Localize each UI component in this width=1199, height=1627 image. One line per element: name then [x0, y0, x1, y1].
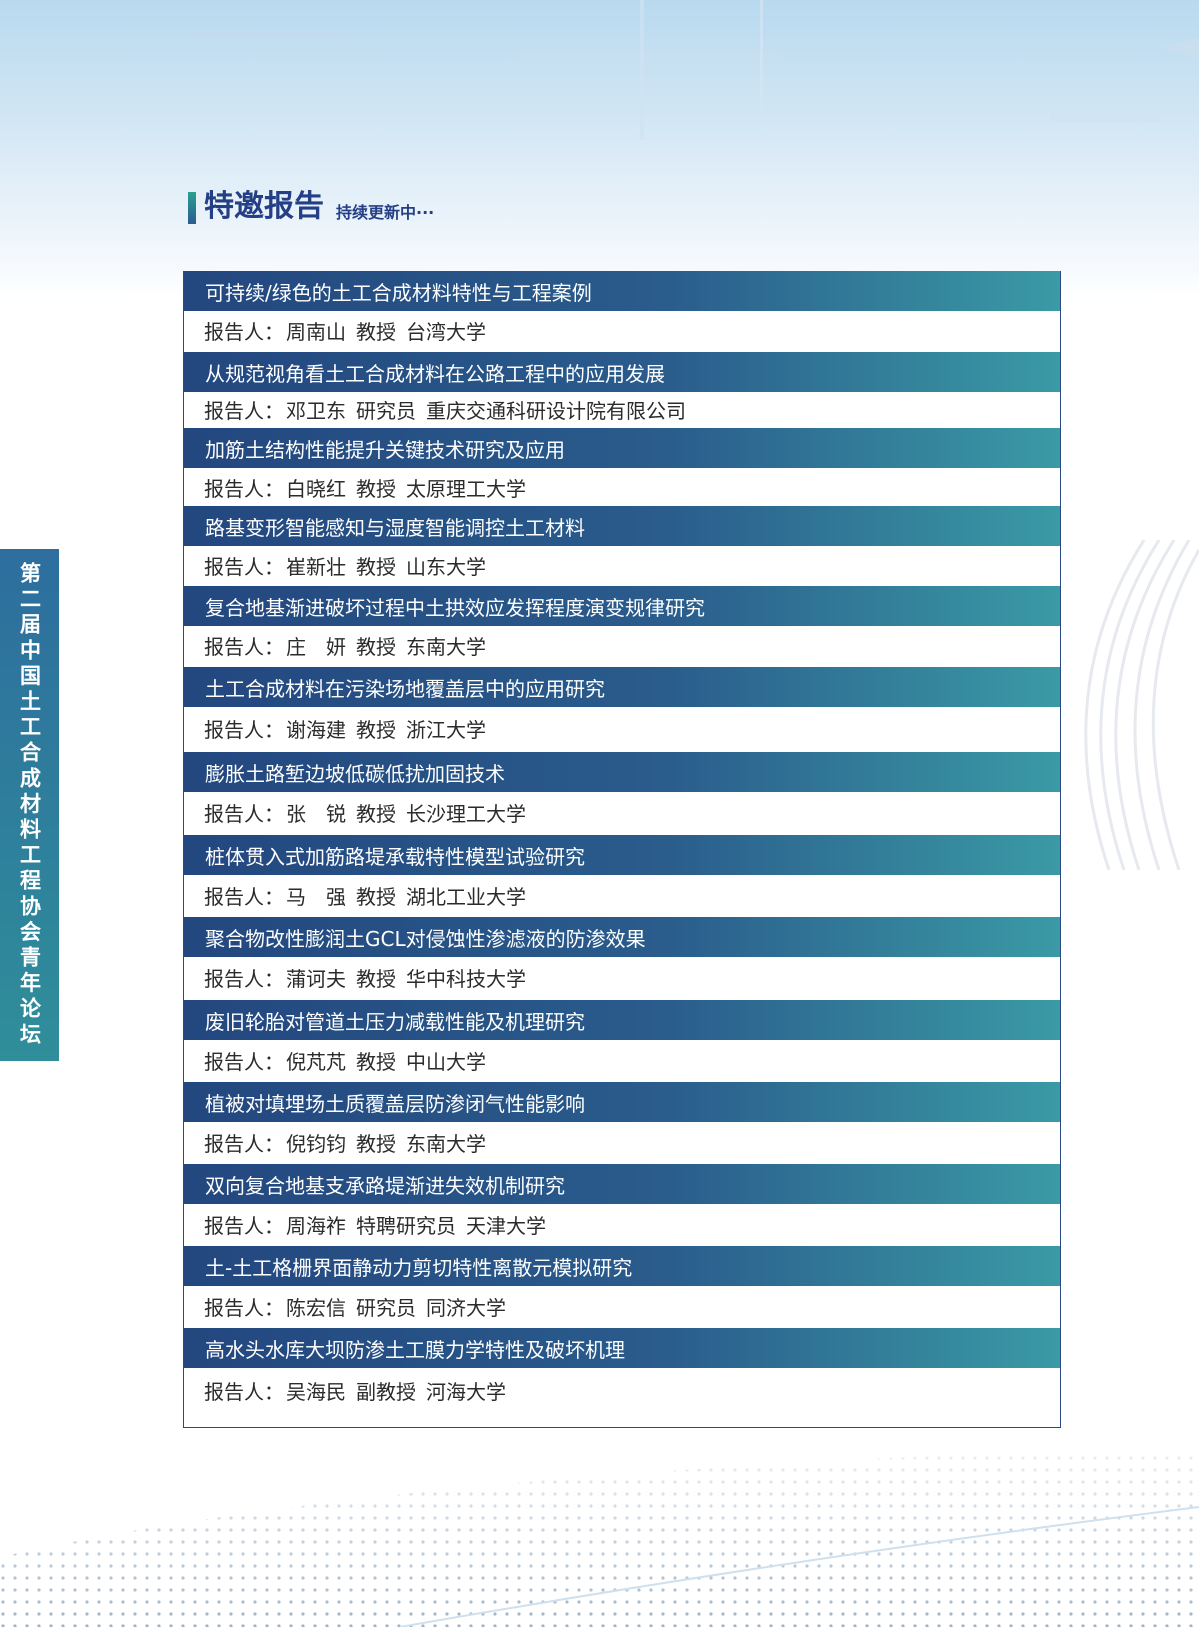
speaker-label: 报告人： [204, 802, 284, 826]
speaker-name: 白晓红 [286, 476, 346, 501]
speaker-name: 谢海建 [286, 718, 346, 742]
speaker-label: 报告人： [204, 476, 284, 501]
speaker-organization: 浙江大学 [406, 718, 486, 742]
report-title-row: 可持续/绿色的土工合成材料特性与工程案例 [184, 271, 1060, 311]
speaker-label: 报告人： [204, 399, 284, 423]
report-title-row: 加筋土结构性能提升关键技术研究及应用 [184, 428, 1060, 468]
speaker-position: 教授 [356, 554, 396, 579]
section-title: 特邀报告 [204, 189, 324, 224]
report-speaker-row: 报告人： 陈宏信 研究员 同济大学 [184, 1286, 1060, 1326]
side-title: 第二届中国土工合成材料工程协会青年论坛 [17, 561, 42, 1049]
speaker-position: 教授 [356, 718, 396, 742]
report-speaker-row: 报告人： 谢海建 教授 浙江大学 [184, 707, 1060, 750]
report-speaker-row: 报告人： 倪钧钧 教授 东南大学 [184, 1122, 1060, 1162]
speaker-organization: 湖北工业大学 [406, 884, 526, 909]
section-subtitle: 持续更新中··· [336, 203, 435, 222]
report-title-row: 从规范视角看土工合成材料在公路工程中的应用发展 [184, 352, 1060, 392]
report-speaker-row: 报告人： 邓卫东 研究员 重庆交通科研设计院有限公司 [184, 392, 1060, 427]
report-title-row: 废旧轮胎对管道土压力减载性能及机理研究 [184, 1000, 1060, 1040]
speaker-position: 研究员 [356, 399, 416, 423]
speaker-name: 吴海民 [286, 1379, 346, 1404]
report-table: 可持续/绿色的土工合成材料特性与工程案例 报告人： 周南山 教授 台湾大学 从规范视角看土… [183, 271, 1061, 1428]
speaker-label: 报告人： [204, 1379, 284, 1404]
speaker-name: 周海祚 [286, 1213, 346, 1238]
report-title-row: 植被对填埋场土质覆盖层防渗闭气性能影响 [184, 1082, 1060, 1122]
section-header: 特邀报告 持续更新中··· [188, 186, 434, 226]
speaker-organization: 重庆交通科研设计院有限公司 [426, 399, 686, 423]
speaker-label: 报告人： [204, 320, 284, 344]
speaker-label: 报告人： [204, 884, 284, 909]
speaker-position: 教授 [356, 884, 396, 909]
speaker-name: 崔新壮 [286, 554, 346, 579]
report-speaker-row: 报告人： 吴海民 副教授 河海大学 [184, 1368, 1060, 1412]
speaker-organization: 华中科技大学 [406, 967, 526, 991]
speaker-label: 报告人： [204, 1049, 284, 1074]
side-title-tab: 第二届中国土工合成材料工程协会青年论坛 [0, 549, 59, 1061]
speaker-name: 倪钧钧 [286, 1131, 346, 1156]
speaker-organization: 太原理工大学 [406, 476, 526, 501]
report-speaker-row: 报告人： 周海祚 特聘研究员 天津大学 [184, 1204, 1060, 1244]
speaker-organization: 长沙理工大学 [406, 802, 526, 826]
report-speaker-row: 报告人：张 锐教授 长沙理工大学 [184, 792, 1060, 833]
right-decoration [1084, 540, 1199, 870]
speaker-position: 教授 [356, 476, 396, 501]
report-title-row: 复合地基渐进破坏过程中土拱效应发挥程度演变规律研究 [184, 586, 1060, 626]
report-speaker-row: 报告人： 白晓红 教授 太原理工大学 [184, 468, 1060, 506]
report-speaker-row: 报告人： 崔新壮 教授 山东大学 [184, 546, 1060, 584]
speaker-label: 报告人： [204, 635, 284, 659]
report-title-row: 土-土工格栅界面静动力剪切特性离散元模拟研究 [184, 1246, 1060, 1286]
header-accent-bar [188, 192, 196, 224]
report-speaker-row: 报告人： 蒲诃夫 教授 华中科技大学 [184, 957, 1060, 998]
speaker-name: 邓卫东 [286, 399, 346, 423]
speaker-name: 马 强 [286, 884, 346, 909]
report-title-row: 桩体贯入式加筋路堤承载特性模型试验研究 [184, 835, 1060, 875]
speaker-position: 研究员 [356, 1295, 416, 1320]
speaker-organization: 河海大学 [426, 1379, 506, 1404]
speaker-organization: 东南大学 [406, 635, 486, 659]
top-decoration [185, 0, 1199, 140]
report-title-row: 路基变形智能感知与湿度智能调控土工材料 [184, 506, 1060, 546]
speaker-label: 报告人： [204, 718, 284, 742]
speaker-organization: 天津大学 [466, 1213, 546, 1238]
speaker-organization: 中山大学 [406, 1049, 486, 1074]
speaker-label: 报告人： [204, 1131, 284, 1156]
speaker-organization: 东南大学 [406, 1131, 486, 1156]
speaker-label: 报告人： [204, 967, 284, 991]
report-speaker-row: 报告人： 周南山 教授 台湾大学 [184, 311, 1060, 350]
speaker-organization: 台湾大学 [406, 320, 486, 344]
report-speaker-row: 报告人：马 强教授 湖北工业大学 [184, 875, 1060, 915]
speaker-position: 教授 [356, 1049, 396, 1074]
speaker-position: 教授 [356, 635, 396, 659]
top-background [0, 0, 1199, 300]
speaker-position: 教授 [356, 967, 396, 991]
bottom-dot-decoration [0, 1447, 1199, 1627]
speaker-name: 庄 妍 [286, 635, 346, 659]
speaker-name: 陈宏信 [286, 1295, 346, 1320]
speaker-name: 周南山 [286, 320, 346, 344]
report-title-row: 土工合成材料在污染场地覆盖层中的应用研究 [184, 667, 1060, 707]
report-speaker-row: 报告人：庄 妍教授 东南大学 [184, 626, 1060, 665]
speaker-position: 教授 [356, 802, 396, 826]
speaker-name: 张 锐 [286, 802, 346, 826]
report-title-row: 双向复合地基支承路堤渐进失效机制研究 [184, 1164, 1060, 1204]
report-title-row: 膨胀土路堑边坡低碳低扰加固技术 [184, 752, 1060, 792]
speaker-organization: 同济大学 [426, 1295, 506, 1320]
speaker-position: 副教授 [356, 1379, 416, 1404]
report-speaker-row: 报告人： 倪芃芃 教授 中山大学 [184, 1040, 1060, 1080]
speaker-name: 蒲诃夫 [286, 967, 346, 991]
speaker-organization: 山东大学 [406, 554, 486, 579]
speaker-position: 教授 [356, 1131, 396, 1156]
speaker-label: 报告人： [204, 1213, 284, 1238]
speaker-label: 报告人： [204, 1295, 284, 1320]
report-title-row: 高水头水库大坝防渗土工膜力学特性及破坏机理 [184, 1328, 1060, 1368]
speaker-name: 倪芃芃 [286, 1049, 346, 1074]
speaker-label: 报告人： [204, 554, 284, 579]
speaker-position: 教授 [356, 320, 396, 344]
report-title-row: 聚合物改性膨润土GCL对侵蚀性渗滤液的防渗效果 [184, 917, 1060, 957]
speaker-position: 特聘研究员 [356, 1213, 456, 1238]
